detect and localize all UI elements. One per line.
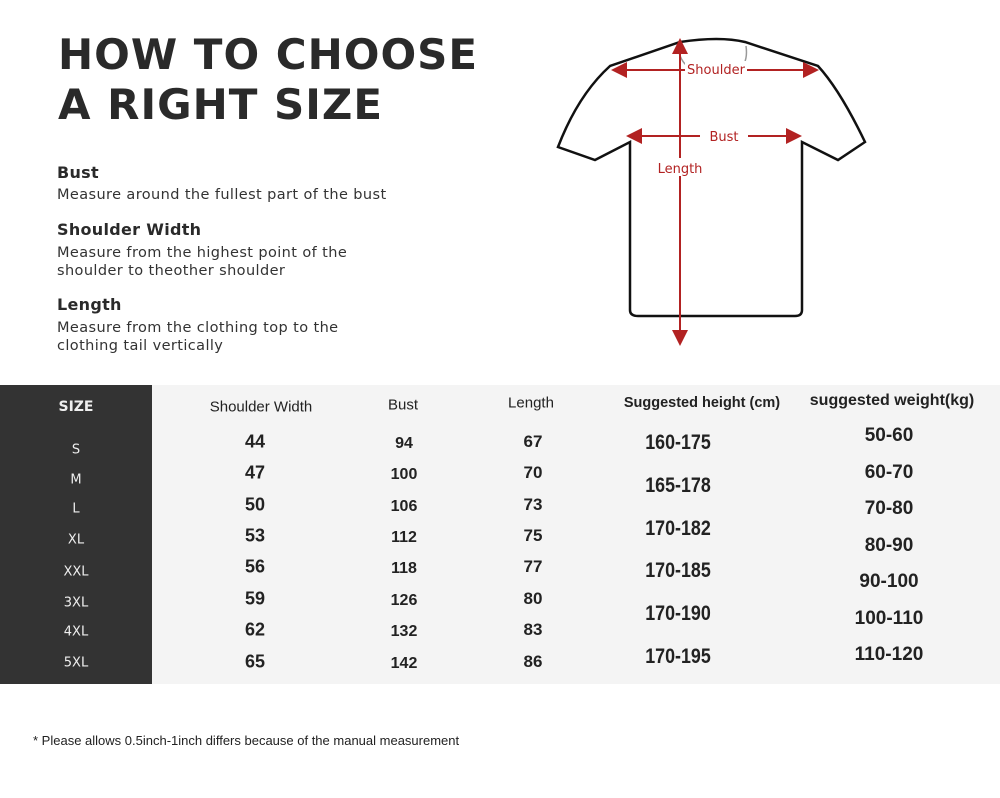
size-cell: 5XL bbox=[63, 655, 89, 671]
length-cell: 73 bbox=[523, 495, 543, 514]
weight-cell: 100-110 bbox=[854, 607, 924, 629]
bust-label: Bust bbox=[709, 130, 738, 145]
size-column bbox=[0, 385, 152, 684]
tshirt-diagram: Shoulder Bust Length bbox=[556, 37, 867, 346]
size-cell: XL bbox=[67, 532, 85, 548]
header-size: SIZE bbox=[58, 399, 94, 415]
header-bust: Bust bbox=[387, 396, 419, 414]
shoulder-cell: 50 bbox=[244, 494, 266, 515]
bust-description: Measure around the fullest part of the b… bbox=[57, 187, 387, 203]
bust-cell: 100 bbox=[390, 466, 418, 483]
size-cell: M bbox=[70, 472, 82, 488]
length-cell: 86 bbox=[523, 652, 543, 671]
bust-cell: 106 bbox=[390, 498, 418, 515]
bust-heading: Bust bbox=[57, 163, 99, 182]
length-description-2: clothing tail vertically bbox=[57, 338, 224, 354]
shoulder-label: Shoulder bbox=[687, 63, 746, 78]
height-cell: 160-175 bbox=[645, 431, 711, 454]
size-cell: XXL bbox=[63, 564, 89, 580]
shoulder-heading: Shoulder Width bbox=[57, 220, 202, 239]
header-suggested-weight: suggested weight(kg) bbox=[809, 392, 975, 409]
size-cell: S bbox=[71, 442, 81, 458]
shoulder-cell: 56 bbox=[244, 556, 266, 577]
shoulder-cell: 53 bbox=[244, 525, 266, 546]
page-title-line-2: A RIGHT SIZE bbox=[58, 80, 384, 129]
bust-cell: 126 bbox=[390, 592, 418, 609]
height-cell: 170-190 bbox=[645, 602, 711, 626]
shoulder-cell: 59 bbox=[244, 588, 266, 609]
bust-cell: 94 bbox=[395, 435, 413, 452]
shoulder-description-1: Measure from the highest point of the bbox=[57, 245, 348, 261]
weight-cell: 80-90 bbox=[864, 534, 914, 556]
measurement-note: * Please allows 0.5inch-1inch differs be… bbox=[33, 733, 460, 748]
length-cell: 75 bbox=[523, 526, 543, 545]
size-cell: 3XL bbox=[63, 595, 89, 611]
header-shoulder-width: Shoulder Width bbox=[209, 398, 313, 416]
length-cell: 80 bbox=[523, 589, 543, 608]
size-cell: 4XL bbox=[63, 624, 89, 640]
bust-cell: 118 bbox=[391, 560, 417, 577]
shoulder-cell: 65 bbox=[244, 651, 266, 672]
shoulder-description-2: shoulder to theother shoulder bbox=[57, 263, 286, 279]
page-title-line-1: HOW TO CHOOSE bbox=[58, 30, 479, 79]
bust-cell: 132 bbox=[390, 623, 418, 640]
bust-cell: 142 bbox=[390, 655, 418, 672]
header-length: Length bbox=[508, 394, 554, 412]
height-cell: 170-185 bbox=[645, 559, 711, 583]
header-suggested-height: Suggested height (cm) bbox=[623, 395, 781, 411]
shoulder-cell: 47 bbox=[244, 462, 266, 483]
height-cell: 170-195 bbox=[645, 645, 711, 668]
length-heading: Length bbox=[57, 295, 122, 314]
tshirt-outline bbox=[556, 37, 867, 318]
weight-cell: 70-80 bbox=[864, 498, 914, 519]
length-cell: 77 bbox=[523, 557, 543, 576]
length-label: Length bbox=[658, 162, 703, 177]
weight-cell: 60-70 bbox=[864, 461, 914, 483]
length-cell: 83 bbox=[523, 620, 543, 639]
bust-cell: 112 bbox=[391, 529, 417, 546]
length-cell: 67 bbox=[523, 432, 543, 451]
height-cell: 165-178 bbox=[645, 473, 711, 497]
size-cell: L bbox=[72, 501, 80, 517]
weight-cell: 90-100 bbox=[859, 571, 919, 592]
weight-cell: 50-60 bbox=[864, 425, 914, 446]
length-cell: 70 bbox=[523, 463, 543, 482]
height-cell: 170-182 bbox=[645, 516, 711, 540]
shoulder-cell: 62 bbox=[244, 619, 266, 640]
shoulder-cell: 44 bbox=[244, 431, 266, 452]
weight-cell: 110-120 bbox=[854, 644, 924, 665]
size-table bbox=[152, 385, 1000, 684]
length-description-1: Measure from the clothing top to the bbox=[57, 320, 339, 336]
